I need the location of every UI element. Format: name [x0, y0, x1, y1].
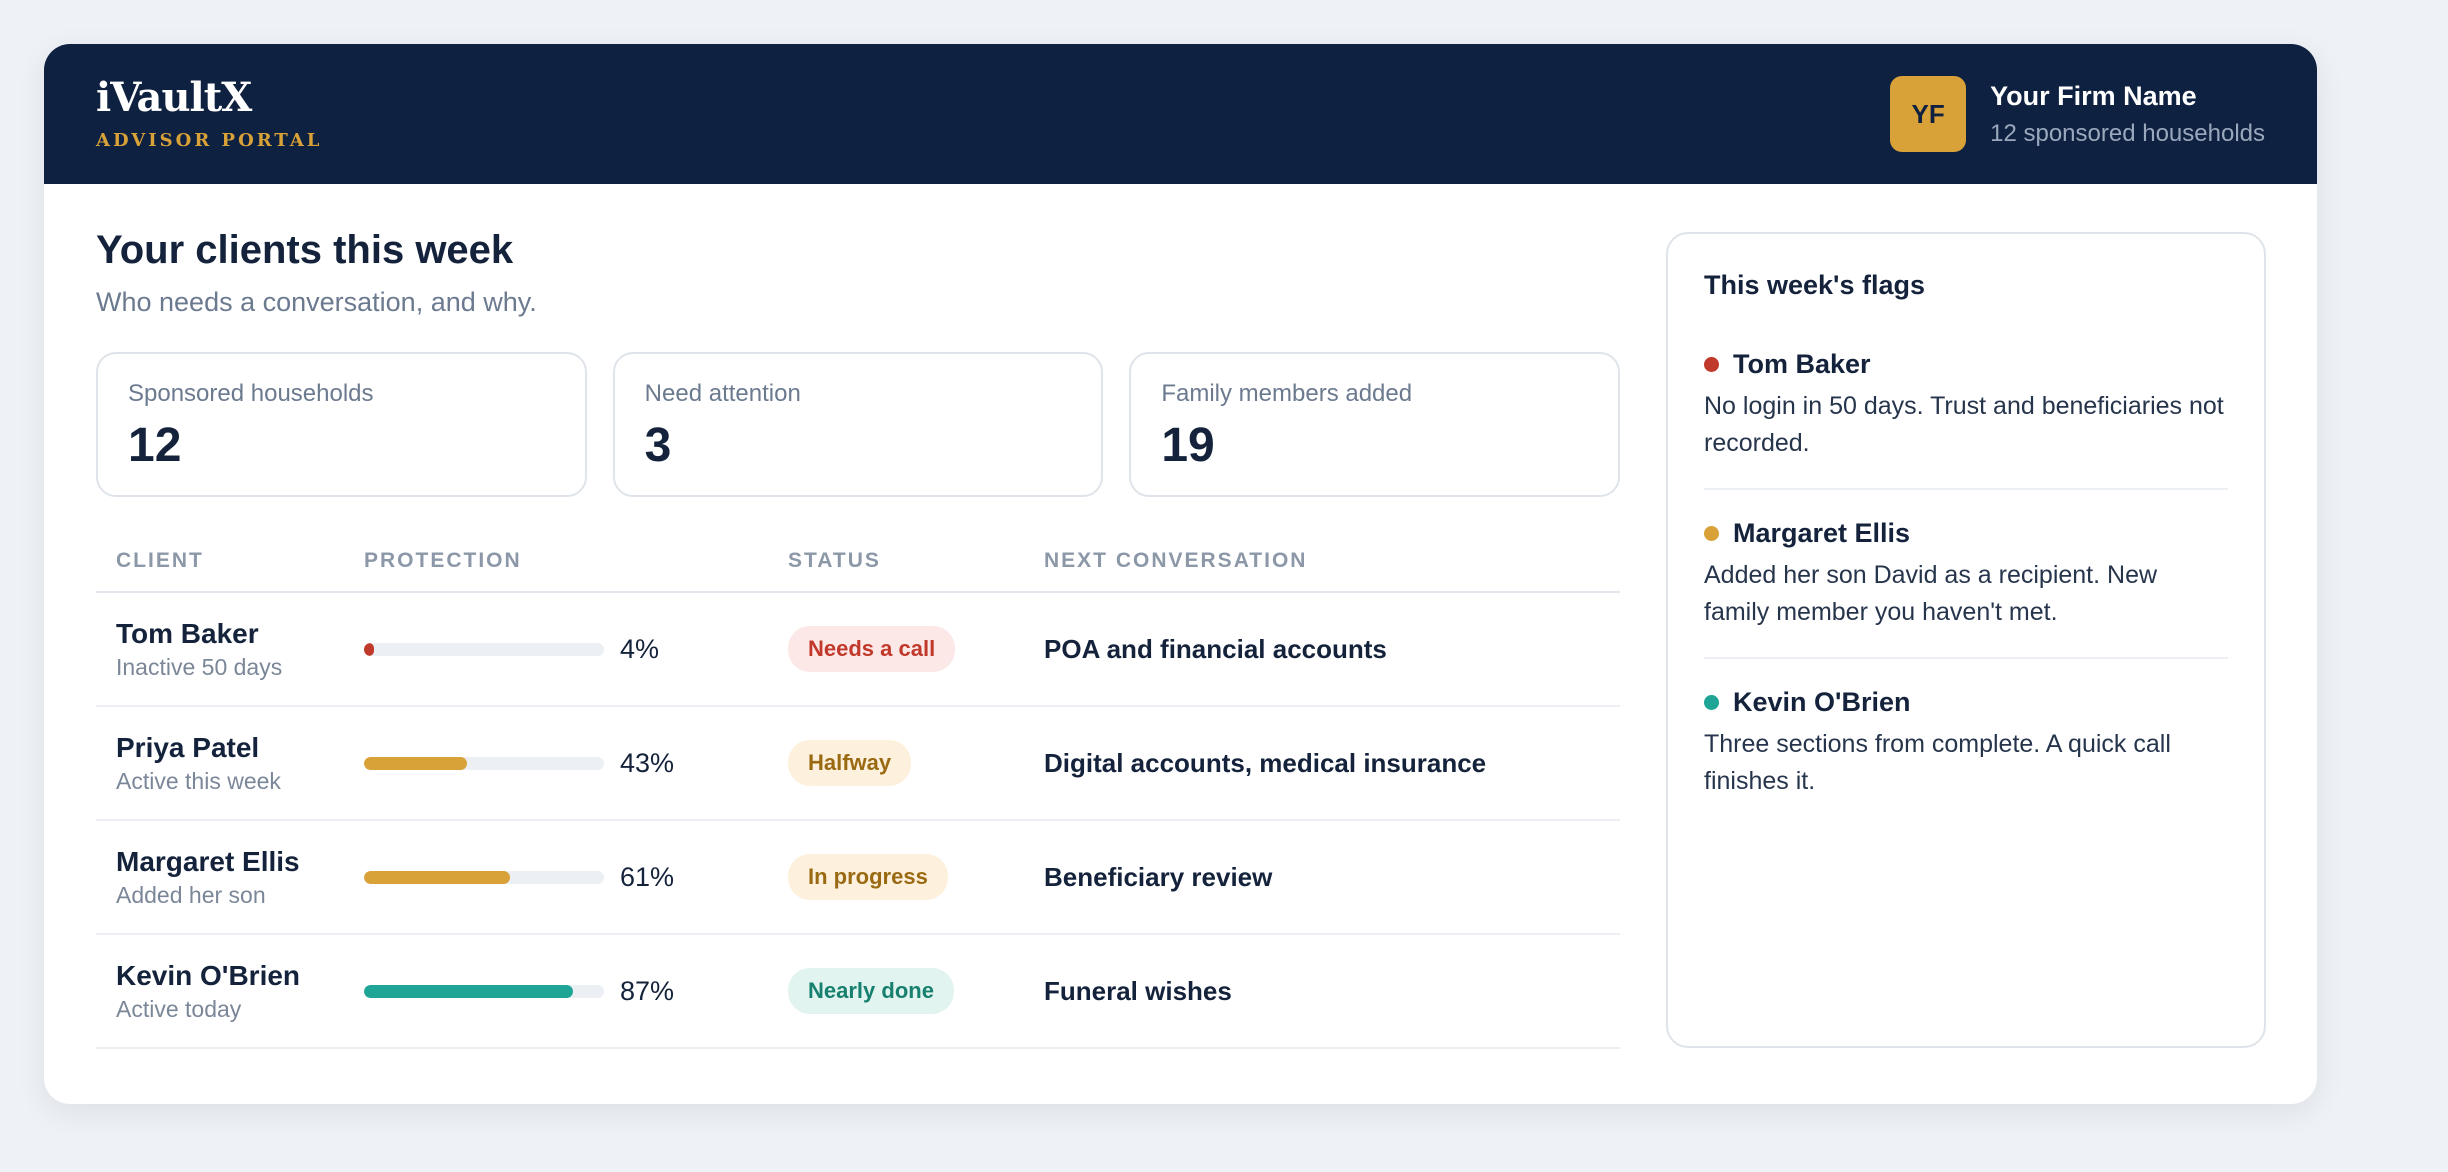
protection-bar-fill [364, 984, 573, 998]
flag-header: Margaret Ellis [1704, 518, 2228, 549]
next-conversation-cell: Digital accounts, medical insurance [1044, 748, 1620, 779]
status-dot-icon [1704, 357, 1719, 372]
table-row[interactable]: Margaret Ellis Added her son 61% In prog… [96, 821, 1620, 935]
next-conversation-cell: POA and financial accounts [1044, 634, 1620, 665]
column-header-status[interactable]: STATUS [788, 549, 881, 572]
firm-name: Your Firm Name [1990, 80, 2197, 111]
stat-value: 12 [128, 419, 182, 472]
client-cell: Margaret Ellis Added her son [96, 846, 364, 909]
next-conversation: Funeral wishes [1044, 975, 1232, 1006]
protection-percent: 87% [620, 975, 675, 1006]
protection-cell: 87% [364, 976, 788, 1007]
status-dot-icon [1704, 695, 1719, 710]
client-name[interactable]: Tom Baker [116, 617, 259, 649]
page-title: Your clients this week [96, 228, 514, 272]
flags-list: Tom Baker No login in 50 days. Trust and… [1704, 323, 2228, 826]
stat-card-attention: Need attention 3 [612, 352, 1104, 497]
flag-item[interactable]: Kevin O'Brien Three sections from comple… [1704, 659, 2228, 826]
brand-name: iVaultX [96, 74, 252, 121]
protection-cell: 43% [364, 748, 788, 779]
stat-value: 19 [1161, 419, 1215, 472]
client-activity: Inactive 50 days [116, 653, 283, 680]
column-header-next-conversation[interactable]: NEXT CONVERSATION [1044, 549, 1308, 572]
protection-bar [364, 870, 604, 884]
status-cell: Halfway [788, 740, 1044, 786]
firm-avatar[interactable]: YF [1890, 76, 1967, 152]
column-header-protection[interactable]: PROTECTION [364, 549, 522, 572]
brand-subtitle: ADVISOR PORTAL [96, 130, 323, 151]
protection-percent: 61% [620, 861, 675, 892]
flag-item[interactable]: Margaret Ellis Added her son David as a … [1704, 490, 2228, 659]
brand[interactable]: iVaultX ADVISOR PORTAL [96, 74, 323, 152]
next-conversation: Beneficiary review [1044, 861, 1273, 892]
protection-bar [364, 756, 604, 770]
flag-description: Added her son David as a recipient. New … [1704, 561, 2158, 626]
status-cell: In progress [788, 854, 1044, 900]
stat-label: Need attention [644, 380, 801, 407]
flag-header: Kevin O'Brien [1704, 687, 2228, 718]
client-name[interactable]: Kevin O'Brien [116, 959, 301, 991]
client-cell: Tom Baker Inactive 50 days [96, 618, 364, 681]
client-cell: Priya Patel Active this week [96, 732, 364, 795]
app-header: iVaultX ADVISOR PORTAL YF Your Firm Name… [44, 44, 2317, 184]
flag-client-name: Kevin O'Brien [1733, 687, 1911, 717]
stats-row: Sponsored households 12 Need attention 3… [96, 352, 1621, 497]
stat-label: Family members added [1161, 380, 1413, 407]
firm-info: Your Firm Name 12 sponsored households [1990, 81, 2265, 148]
flag-client-name: Tom Baker [1733, 349, 1871, 379]
page-subtitle: Who needs a conversation, and why. [96, 287, 537, 317]
protection-cell: 4% [364, 634, 788, 665]
stat-label: Sponsored households [128, 380, 374, 407]
protection-percent: 43% [620, 747, 675, 778]
status-badge: Nearly done [788, 968, 954, 1014]
client-activity: Active this week [116, 767, 281, 794]
flag-client-name: Margaret Ellis [1733, 518, 1911, 548]
table-row[interactable]: Tom Baker Inactive 50 days 4% Needs a ca… [96, 593, 1620, 707]
advisor-portal-card: iVaultX ADVISOR PORTAL YF Your Firm Name… [44, 44, 2317, 1104]
clients-table: CLIENT PROTECTION STATUS NEXT CONVERSATI… [96, 531, 1620, 1049]
protection-bar-fill [364, 642, 374, 656]
status-badge: In progress [788, 854, 948, 900]
client-name[interactable]: Priya Patel [116, 731, 260, 763]
status-badge: Needs a call [788, 626, 956, 672]
main-content: Your clients this week Who needs a conve… [96, 228, 1621, 1049]
protection-bar [364, 984, 604, 998]
client-activity: Active today [116, 995, 242, 1022]
stat-value: 3 [644, 419, 672, 472]
next-conversation: POA and financial accounts [1044, 633, 1387, 664]
flag-item[interactable]: Tom Baker No login in 50 days. Trust and… [1704, 323, 2228, 490]
stat-card-sponsored: Sponsored households 12 [96, 352, 587, 497]
client-name[interactable]: Margaret Ellis [116, 845, 300, 877]
next-conversation-cell: Beneficiary review [1044, 862, 1620, 893]
weekly-flags-panel: This week's flags Tom Baker No login in … [1666, 232, 2266, 1048]
protection-bar-fill [364, 870, 511, 884]
flag-description: Three sections from complete. A quick ca… [1704, 730, 2171, 795]
column-header-client[interactable]: CLIENT [116, 549, 204, 572]
stat-card-family: Family members added 19 [1129, 352, 1621, 497]
status-badge: Halfway [788, 740, 912, 786]
flag-description: No login in 50 days. Trust and beneficia… [1704, 392, 2224, 457]
status-cell: Needs a call [788, 626, 1044, 672]
firm-households: 12 sponsored households [1990, 119, 2265, 147]
table-row[interactable]: Kevin O'Brien Active today 87% Nearly do… [96, 935, 1620, 1049]
protection-percent: 4% [620, 633, 660, 664]
status-dot-icon [1704, 526, 1719, 541]
status-cell: Nearly done [788, 968, 1044, 1014]
flags-title: This week's flags [1704, 270, 1926, 300]
table-header: CLIENT PROTECTION STATUS NEXT CONVERSATI… [96, 531, 1620, 593]
protection-bar-fill [364, 756, 468, 770]
flag-header: Tom Baker [1704, 349, 2228, 380]
firm-profile[interactable]: YF Your Firm Name 12 sponsored household… [1890, 76, 2265, 152]
next-conversation: Digital accounts, medical insurance [1044, 747, 1487, 778]
client-cell: Kevin O'Brien Active today [96, 960, 364, 1023]
client-activity: Added her son [116, 881, 266, 908]
protection-cell: 61% [364, 862, 788, 893]
table-row[interactable]: Priya Patel Active this week 43% Halfway… [96, 707, 1620, 821]
protection-bar [364, 642, 604, 656]
next-conversation-cell: Funeral wishes [1044, 976, 1620, 1007]
